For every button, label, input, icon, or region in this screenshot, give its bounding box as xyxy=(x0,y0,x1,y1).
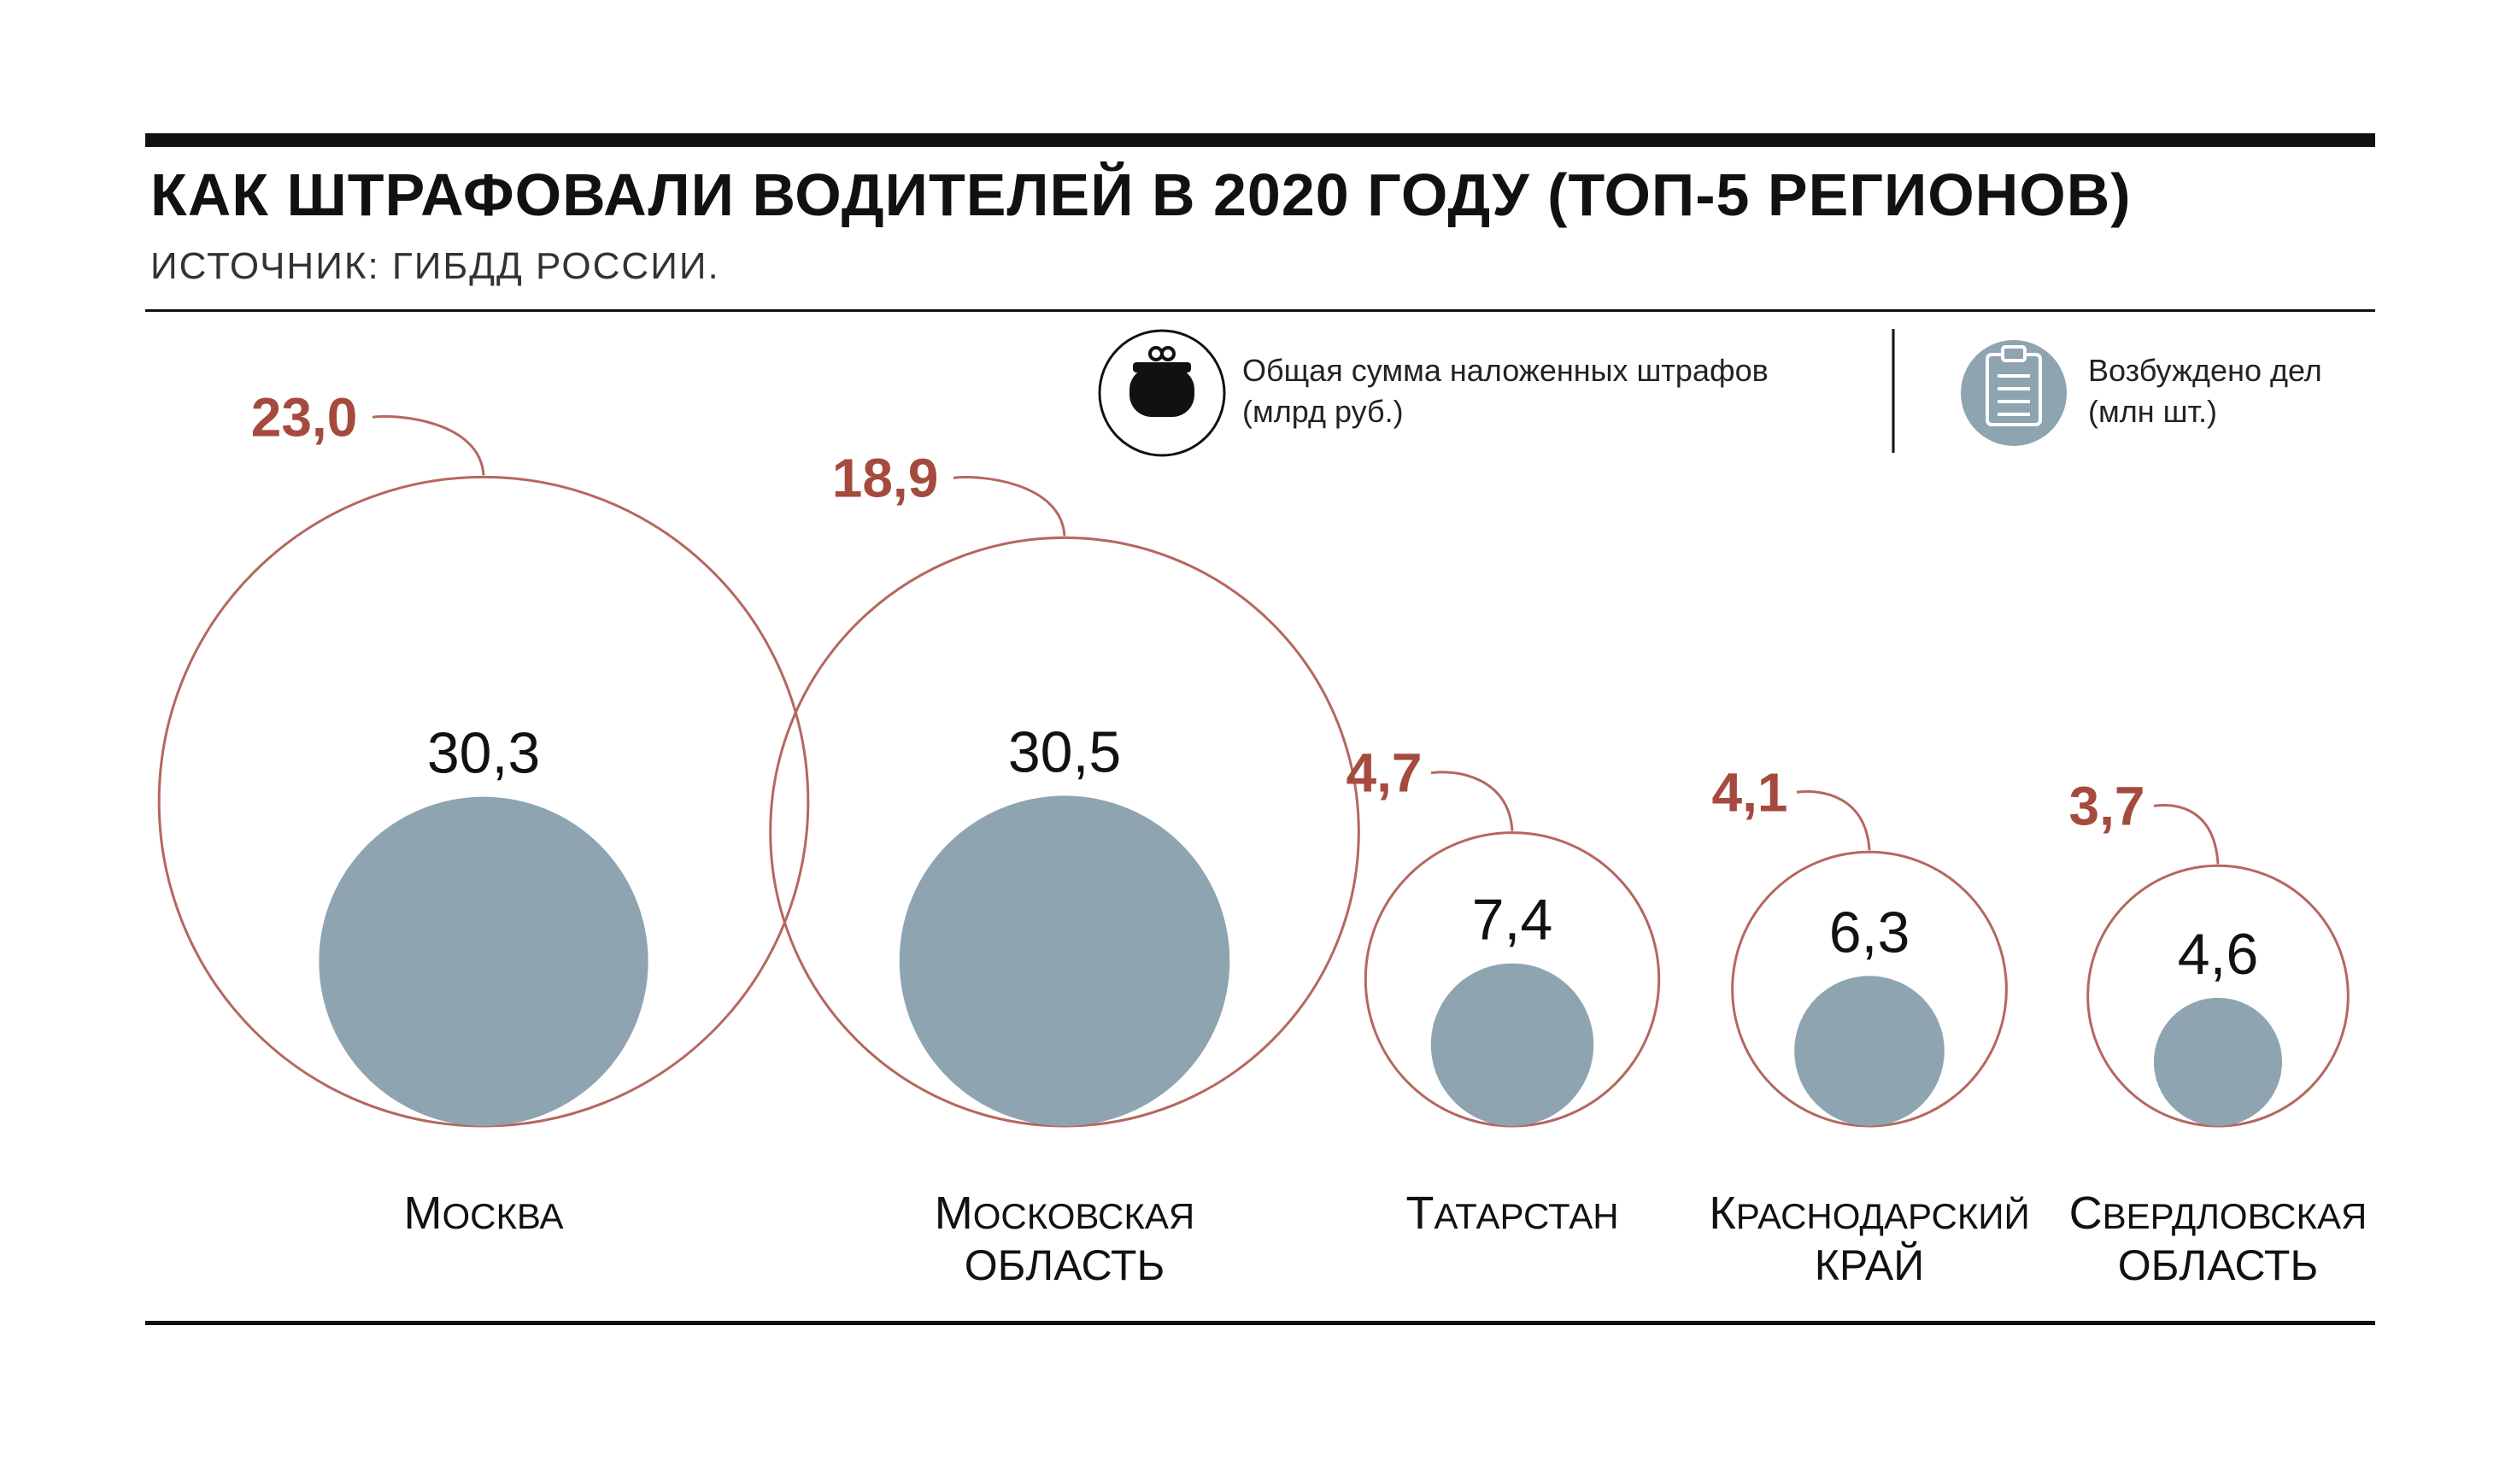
clipboard-icon xyxy=(1986,345,2042,426)
chart-marks: 30,323,0МОСКВА30,518,9МОСКОВСКАЯОБЛАСТЬ7… xyxy=(157,386,2367,1289)
region-label: МОСКОВСКАЯ xyxy=(935,1188,1194,1239)
fines-leader-line xyxy=(1430,771,1514,831)
cases-value-label: 6,3 xyxy=(1829,900,1910,965)
fines-leader-line xyxy=(953,476,1066,537)
fines-leader-line xyxy=(1796,789,1871,851)
purse-icon xyxy=(1129,346,1194,417)
fines-value-label: 23,0 xyxy=(251,386,358,448)
fines-circle xyxy=(157,475,810,1128)
chart-source: ИСТОЧНИК: ГИБДД РОССИИ. xyxy=(150,245,720,287)
legend-cases: Возбуждено дел (млн шт.) xyxy=(1961,340,2322,446)
cases-value-label: 30,5 xyxy=(1008,719,1121,784)
fines-leader-line xyxy=(372,414,485,476)
fines-value-label: 3,7 xyxy=(2069,775,2145,836)
fines-value-label: 18,9 xyxy=(832,447,939,508)
region-label: КРАСНОДАРСКИЙ xyxy=(1709,1188,2029,1239)
legend-fines: Общая сумма наложенных штрафов (млрд руб… xyxy=(1098,329,1769,457)
cases-disc xyxy=(1794,976,1945,1127)
cases-disc xyxy=(1430,963,1594,1126)
legend-fines-label: Общая сумма наложенных штрафов xyxy=(1242,353,1769,388)
region-label: ТАТАРСТАН xyxy=(1405,1188,1618,1239)
chart-title: КАК ШТРАФОВАЛИ ВОДИТЕЛЕЙ В 2020 ГОДУ (ТО… xyxy=(150,161,2132,228)
region-label: СВЕРДЛОВСКАЯ xyxy=(2069,1188,2367,1239)
region-label: МОСКВА xyxy=(403,1188,563,1239)
cases-disc xyxy=(2153,997,2283,1126)
cases-disc xyxy=(319,796,648,1126)
region-label-line2: ОБЛАСТЬ xyxy=(965,1241,1165,1289)
cases-value-label: 30,3 xyxy=(427,721,540,786)
fines-value-label: 4,1 xyxy=(1712,761,1788,823)
fines-circle xyxy=(2086,864,2350,1128)
fines-leader-line xyxy=(2153,804,2220,865)
legend-cases-unit: (млн шт.) xyxy=(2088,394,2217,429)
cases-disc xyxy=(899,795,1230,1126)
fines-value-label: 4,7 xyxy=(1347,742,1423,804)
region-label-line2: ОБЛАСТЬ xyxy=(2118,1241,2319,1289)
cases-value-label: 7,4 xyxy=(1472,888,1553,953)
region-label-line2: КРАЙ xyxy=(1815,1241,1924,1289)
cases-value-label: 4,6 xyxy=(2178,922,2259,987)
legend-fines-unit: (млрд руб.) xyxy=(1242,394,1404,429)
top-rule xyxy=(145,133,2375,147)
header-divider xyxy=(145,309,2375,312)
fines-circle xyxy=(1364,831,1661,1128)
legend-cases-label: Возбуждено дел xyxy=(2088,353,2322,388)
bottom-rule xyxy=(145,1321,2375,1325)
